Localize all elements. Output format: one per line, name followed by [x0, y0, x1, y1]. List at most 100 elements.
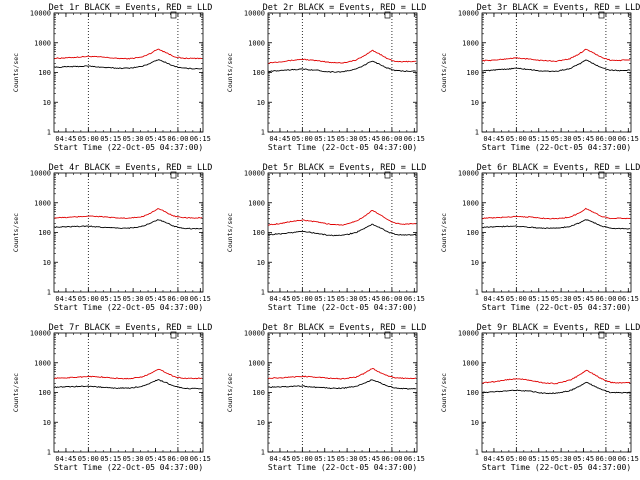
- y-tick-label: 100: [38, 389, 51, 397]
- y-tick-label: 10000: [30, 170, 51, 178]
- y-axis-label: Counts/sec: [226, 373, 234, 412]
- detector-panel-1: Det 1r BLACK = Events, RED = LLD 1 10 100 10…: [12, 3, 212, 152]
- y-tick-label: 1000: [34, 39, 51, 47]
- y-tick-label: 1000: [462, 359, 479, 367]
- series-lld-line: [268, 49, 417, 64]
- x-tick-label: 06:15: [404, 455, 425, 463]
- x-tick-label: 05:45: [573, 455, 594, 463]
- x-tick-label: 05:15: [100, 135, 121, 143]
- x-tick-label: 06:15: [404, 295, 425, 303]
- legend-box-marker: [170, 11, 177, 19]
- x-tick-label: 05:30: [551, 455, 572, 463]
- x-tick-label: 05:00: [292, 295, 313, 303]
- x-tick-label: 06:00: [595, 455, 616, 463]
- detector-panel-4: Det 4r BLACK = Events, RED = LLD 1 10 100 10…: [12, 163, 212, 312]
- panel-title: Det 3r BLACK = Events, RED = LLD: [477, 3, 640, 13]
- detector-panel-7: Det 7r BLACK = Events, RED = LLD 1 10 100 10…: [12, 323, 212, 472]
- detector-panel-3: Det 3r BLACK = Events, RED = LLD 1 10 100 10…: [440, 3, 640, 152]
- x-tick-label: 05:00: [292, 455, 313, 463]
- y-tick-label: 1: [47, 289, 51, 297]
- x-tick-label: 05:00: [506, 455, 527, 463]
- x-tick-label: 06:00: [381, 135, 402, 143]
- series-lld-line: [268, 210, 417, 226]
- x-tick-label: 06:00: [595, 295, 616, 303]
- y-tick-label: 10000: [244, 330, 265, 338]
- y-tick-label: 100: [252, 229, 265, 237]
- x-tick-label: 06:00: [595, 135, 616, 143]
- y-axis-label: Counts/sec: [12, 213, 20, 252]
- y-tick-label: 10000: [244, 170, 265, 178]
- x-tick-label: 05:30: [123, 455, 144, 463]
- y-tick-label: 10000: [244, 10, 265, 18]
- legend-box-marker: [170, 331, 177, 339]
- series-events-line: [268, 60, 417, 73]
- y-tick-label: 1000: [34, 199, 51, 207]
- y-tick-label: 10000: [458, 10, 479, 18]
- x-tick-label: 04:45: [269, 455, 290, 463]
- y-tick-label: 100: [466, 69, 479, 77]
- y-tick-label: 10: [471, 419, 479, 427]
- y-tick-label: 10: [257, 99, 265, 107]
- y-tick-label: 1: [47, 449, 51, 457]
- x-tick-label: 06:15: [190, 455, 211, 463]
- x-tick-label: 06:15: [404, 135, 425, 143]
- x-tick-label: 05:15: [100, 455, 121, 463]
- y-tick-label: 100: [38, 229, 51, 237]
- x-tick-label: 05:45: [573, 135, 594, 143]
- y-tick-label: 100: [466, 229, 479, 237]
- x-tick-label: 04:45: [55, 135, 76, 143]
- series-events-line: [54, 379, 203, 390]
- x-tick-label: 05:15: [528, 135, 549, 143]
- x-tick-label: 05:45: [359, 135, 380, 143]
- x-tick-label: 06:00: [167, 295, 188, 303]
- x-tick-label: 05:45: [359, 455, 380, 463]
- y-axis-label: Counts/sec: [226, 213, 234, 252]
- panel-title: Det 2r BLACK = Events, RED = LLD: [263, 3, 427, 13]
- series-lld-line: [54, 368, 203, 380]
- x-tick-label: 06:00: [167, 455, 188, 463]
- panel-title: Det 9r BLACK = Events, RED = LLD: [477, 323, 640, 333]
- x-tick-label: 05:45: [359, 295, 380, 303]
- y-tick-label: 10000: [30, 330, 51, 338]
- panel-title: Det 4r BLACK = Events, RED = LLD: [49, 163, 213, 173]
- x-tick-label: 05:00: [506, 295, 527, 303]
- x-tick-label: 06:15: [190, 295, 211, 303]
- series-lld-line: [54, 48, 203, 60]
- y-tick-label: 1: [475, 449, 479, 457]
- series-lld-line: [482, 207, 631, 220]
- series-events-line: [482, 219, 631, 230]
- y-tick-label: 100: [466, 389, 479, 397]
- x-tick-label: 05:00: [506, 135, 527, 143]
- x-tick-label: 05:15: [314, 295, 335, 303]
- detector-panel-2: Det 2r BLACK = Events, RED = LLD 1 10 100 10…: [226, 3, 426, 152]
- legend-box-marker: [170, 171, 177, 179]
- panel-title: Det 1r BLACK = Events, RED = LLD: [49, 3, 213, 13]
- detector-panel-6: Det 6r BLACK = Events, RED = LLD 1 10 100 10…: [440, 163, 640, 312]
- panel-title: Det 7r BLACK = Events, RED = LLD: [49, 323, 213, 333]
- legend-box-marker: [384, 331, 391, 339]
- y-tick-label: 10000: [458, 330, 479, 338]
- x-tick-label: 05:15: [314, 455, 335, 463]
- x-tick-label: 06:15: [618, 135, 639, 143]
- x-tick-label: 05:00: [78, 135, 99, 143]
- legend-box-marker: [598, 171, 605, 179]
- series-events-line: [54, 219, 203, 230]
- x-tick-label: 05:15: [528, 455, 549, 463]
- x-axis-label: Start Time (22-Oct-05 04:37:00): [54, 463, 203, 472]
- y-axis-label: Counts/sec: [440, 53, 448, 92]
- detector-panel-5: Det 5r BLACK = Events, RED = LLD 1 10 100 10…: [226, 163, 426, 312]
- y-axis-label: Counts/sec: [440, 213, 448, 252]
- y-tick-label: 10: [471, 259, 479, 267]
- x-tick-label: 05:30: [337, 455, 358, 463]
- y-tick-label: 10: [43, 419, 51, 427]
- series-events-line: [482, 381, 631, 395]
- y-tick-label: 100: [252, 389, 265, 397]
- y-axis-label: Counts/sec: [12, 373, 20, 412]
- x-tick-label: 05:15: [528, 295, 549, 303]
- x-tick-label: 06:00: [381, 295, 402, 303]
- x-tick-label: 04:45: [55, 295, 76, 303]
- x-tick-label: 05:45: [145, 455, 166, 463]
- series-lld-line: [482, 369, 631, 385]
- series-events-line: [268, 379, 417, 390]
